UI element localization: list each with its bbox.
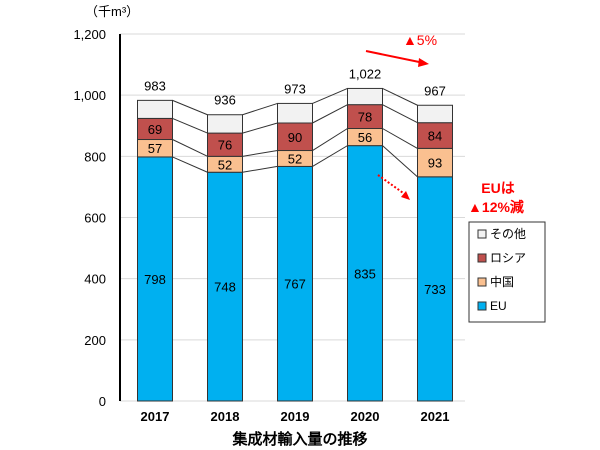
- y-tick-label: 1,000: [73, 88, 106, 103]
- bar-中国-2021: [417, 147, 453, 178]
- series-link-line: [242, 150, 278, 157]
- bar-その他-2021: [417, 104, 453, 124]
- x-tick-label: 2021: [421, 409, 450, 424]
- series-link-line: [312, 104, 348, 124]
- bar-ロシア-2019: [277, 122, 313, 152]
- bar-EU-2019: [277, 165, 313, 402]
- bar-その他-2020: [347, 87, 383, 106]
- bar-EU-2018: [207, 171, 243, 402]
- x-tick-label: 2017: [141, 409, 170, 424]
- series-link-line: [382, 145, 418, 178]
- data-label: 84: [428, 129, 442, 144]
- total-label: 1,022: [349, 66, 382, 81]
- data-label: 52: [288, 151, 302, 166]
- data-label: 78: [358, 110, 372, 125]
- bar-EU-2017: [137, 156, 173, 402]
- x-tick-label: 2019: [281, 409, 310, 424]
- series-link-line: [172, 156, 208, 173]
- y-tick-label: 400: [84, 272, 106, 287]
- legend-label: 中国: [490, 274, 514, 289]
- data-label: 76: [218, 138, 232, 153]
- total-label: 936: [214, 93, 236, 108]
- y-tick-label: 800: [84, 149, 106, 164]
- bar-その他-2018: [207, 114, 243, 134]
- legend-label: ロシア: [490, 251, 526, 265]
- legend-label: EU: [490, 299, 507, 313]
- data-label: 733: [424, 282, 446, 297]
- data-label: 93: [428, 156, 442, 171]
- series-link-line: [172, 139, 208, 157]
- y-tick-label: 200: [84, 333, 106, 348]
- series-link-line: [382, 87, 418, 106]
- legend-swatch-中国: [477, 277, 487, 287]
- data-label: 798: [144, 272, 166, 287]
- bar-その他-2017: [137, 99, 173, 119]
- series-link-line: [312, 145, 348, 167]
- series-link-line: [242, 122, 278, 134]
- eu-change-arrowhead: [401, 191, 410, 200]
- annotation-eu-1: EUは: [481, 180, 514, 196]
- series-link-line: [312, 128, 348, 151]
- data-label: 835: [354, 266, 376, 281]
- chart-title: 集成材輸入量の推移: [231, 430, 367, 448]
- y-unit-label: （千m³）: [85, 4, 139, 19]
- series-link-line: [242, 102, 278, 116]
- data-label: 748: [214, 280, 236, 295]
- bar-EU-2020: [347, 145, 383, 402]
- data-label: 52: [218, 157, 232, 172]
- series-link-line: [312, 87, 348, 104]
- series-link-line: [382, 104, 418, 124]
- data-label: 56: [358, 130, 372, 145]
- bar-EU-2021: [417, 176, 453, 402]
- y-tick-label: 1,200: [73, 27, 106, 42]
- eu-change-arrow: [377, 174, 407, 196]
- y-tick-label: 600: [84, 211, 106, 226]
- bar-その他-2019: [277, 102, 313, 124]
- annotation-total-change: ▲5%: [403, 32, 437, 48]
- legend-label: その他: [490, 227, 526, 241]
- data-label: 57: [148, 141, 162, 156]
- series-link-line: [172, 117, 208, 134]
- data-label: 767: [284, 277, 306, 292]
- data-label: 90: [288, 130, 302, 145]
- data-label: 69: [148, 122, 162, 137]
- annotation-eu-2: ▲12%減: [468, 199, 524, 215]
- legend-swatch-EU: [477, 301, 487, 311]
- total-change-arrow: [365, 50, 425, 64]
- total-label: 973: [284, 81, 306, 96]
- y-tick-label: 0: [99, 394, 106, 409]
- series-link-line: [242, 165, 278, 173]
- series-link-line: [172, 99, 208, 116]
- total-change-arrowhead: [418, 58, 429, 67]
- series-link-line: [382, 128, 418, 149]
- total-label: 967: [424, 83, 446, 98]
- legend-swatch-ロシア: [477, 253, 487, 263]
- x-tick-label: 2020: [351, 409, 380, 424]
- x-tick-label: 2018: [211, 409, 240, 424]
- legend-swatch-その他: [477, 229, 487, 239]
- total-label: 983: [144, 78, 166, 93]
